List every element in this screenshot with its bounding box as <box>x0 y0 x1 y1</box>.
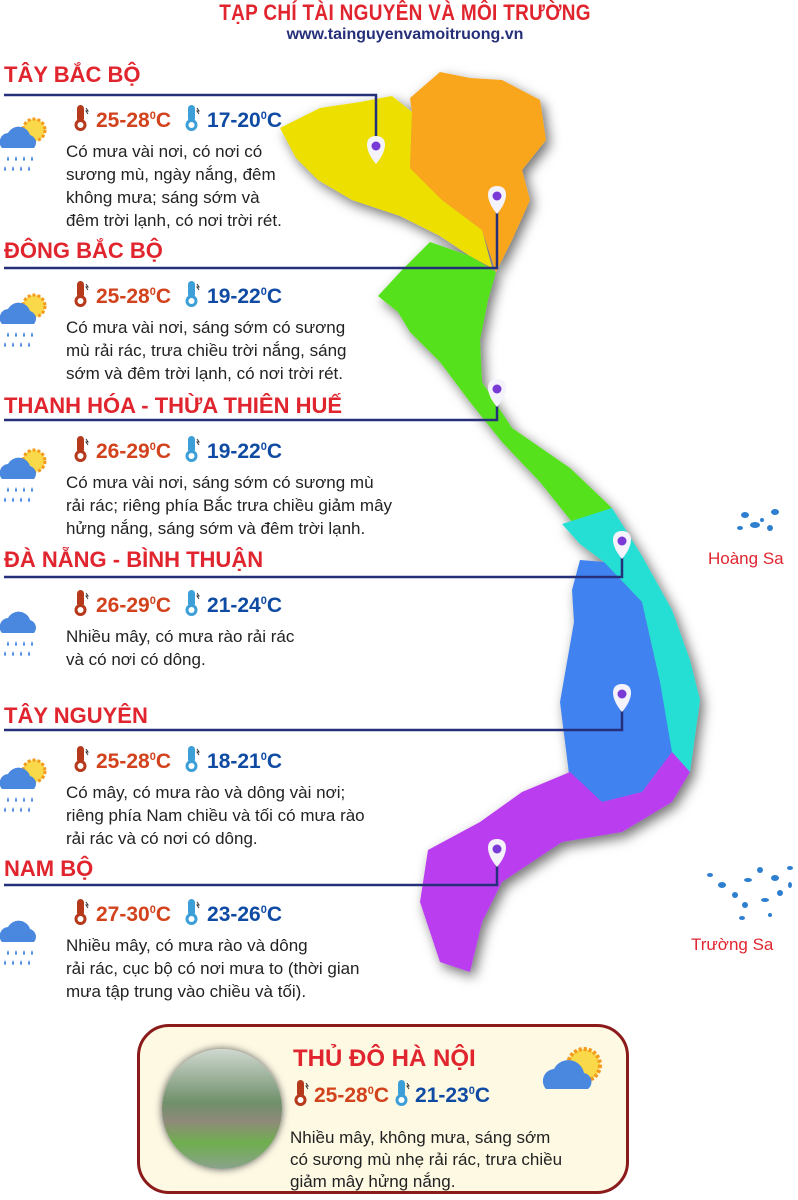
region-tay-bac <box>280 96 492 268</box>
hot-temp: 26-290C <box>96 594 172 617</box>
map-pin-icon[interactable] <box>613 531 631 559</box>
hot-temp: 25-280C <box>96 750 172 773</box>
region-title: NAM BỘ <box>4 856 94 881</box>
cold-temp: 21-240C <box>207 594 283 617</box>
thermometer-hot-icon <box>72 745 90 779</box>
thermometer-cold-icon <box>393 1079 411 1113</box>
hanoi-cold-temp: 21-230C <box>415 1084 491 1107</box>
thermometer-hot-icon <box>72 280 90 314</box>
sun-cloud-rain-icon <box>0 445 52 510</box>
hanoi-hot-temp: 25-280C <box>314 1084 390 1107</box>
hot-temp: 25-280C <box>96 285 172 308</box>
region-description: Nhiều mây, có mưa rào và dông rải rác, cụ… <box>66 936 360 1001</box>
region-title: TÂY BẮC BỘ <box>4 62 141 87</box>
region-title: THANH HÓA - THỪA THIÊN HUẾ <box>4 393 343 418</box>
sun-cloud-rain-icon <box>0 755 52 820</box>
sun-cloud-icon <box>542 1047 602 1089</box>
region-tay-nguyen <box>560 560 672 802</box>
thermometer-hot-icon <box>292 1079 310 1113</box>
region-temps: 25-280C 17-200C <box>72 104 282 138</box>
region-temps: 26-290C 21-240C <box>72 589 282 623</box>
cold-temp: 19-220C <box>207 440 283 463</box>
thermometer-hot-icon <box>72 104 90 138</box>
hanoi-temps: 25-280C 21-230C <box>292 1079 490 1113</box>
cloud-rain-icon <box>0 599 52 664</box>
hot-temp: 26-290C <box>96 440 172 463</box>
truong-sa-islands <box>707 866 793 920</box>
region-dong-bac <box>410 72 546 272</box>
thermometer-cold-icon <box>183 435 201 469</box>
region-nam-bo <box>420 752 690 972</box>
thermometer-hot-icon <box>72 435 90 469</box>
sun-cloud-rain-icon <box>0 114 52 179</box>
hanoi-card: THỦ ĐÔ HÀ NỘI 25-280C 21-230C Nhiều mây,… <box>137 1024 629 1194</box>
hoang-sa-islands <box>737 509 779 531</box>
cloud-rain-icon <box>0 908 52 973</box>
truong-sa-label: Trường Sa <box>691 935 774 954</box>
cold-temp: 17-200C <box>207 109 283 132</box>
region-description: Có mưa vài nơi, sáng sớm có sương mù rải … <box>66 473 393 538</box>
region-temps: 27-300C 23-260C <box>72 898 282 932</box>
region-bac-trung-bo <box>378 242 612 522</box>
hanoi-title: THỦ ĐÔ HÀ NỘI <box>293 1045 476 1072</box>
hot-temp: 27-300C <box>96 903 172 926</box>
website-url[interactable]: www.tainguyenvamoitruong.vn <box>286 26 524 43</box>
hot-temp: 25-280C <box>96 109 172 132</box>
thermometer-hot-icon <box>72 589 90 623</box>
cold-temp: 19-220C <box>207 285 283 308</box>
region-description: Có mây, có mưa rào và dông vài nơi; riêng… <box>66 783 365 848</box>
region-temps: 26-290C 19-220C <box>72 435 282 469</box>
thermometer-cold-icon <box>183 898 201 932</box>
region-description: Có mưa vài nơi, sáng sớm có sương mù rải … <box>66 318 347 383</box>
thermometer-cold-icon <box>183 104 201 138</box>
cold-temp: 23-260C <box>207 903 283 926</box>
magazine-title: TẠP CHÍ TÀI NGUYÊN VÀ MÔI TRƯỜNG <box>219 1 591 26</box>
region-title: ĐÔNG BẮC BỘ <box>4 238 163 263</box>
thermometer-cold-icon <box>183 589 201 623</box>
sun-cloud-rain-icon <box>0 290 52 355</box>
region-description: Nhiều mây, có mưa rào rải rác và có nơi c… <box>66 627 295 669</box>
region-title: ĐÀ NẴNG - BÌNH THUẬN <box>4 547 264 572</box>
region-temps: 25-280C 18-210C <box>72 745 282 779</box>
hanoi-description: Nhiều mây, không mưa, sáng sớm có sương m… <box>290 1128 563 1191</box>
region-description: Có mưa vài nơi, có nơi có sương mù, ngày … <box>66 142 282 230</box>
hoang-sa-label: Hoàng Sa <box>708 549 784 568</box>
turtle-tower-photo <box>162 1049 282 1169</box>
map-pin-icon[interactable] <box>613 684 631 712</box>
region-title: TÂY NGUYÊN <box>4 703 148 728</box>
thermometer-cold-icon <box>183 745 201 779</box>
cold-temp: 18-210C <box>207 750 283 773</box>
map-pin-icon[interactable] <box>488 379 506 407</box>
map-pin-icon[interactable] <box>488 186 506 214</box>
map-pin-icon[interactable] <box>367 136 385 164</box>
thermometer-hot-icon <box>72 898 90 932</box>
region-temps: 25-280C 19-220C <box>72 280 282 314</box>
map-pin-icon[interactable] <box>488 839 506 867</box>
thermometer-cold-icon <box>183 280 201 314</box>
region-nam-trung-bo <box>562 508 700 772</box>
